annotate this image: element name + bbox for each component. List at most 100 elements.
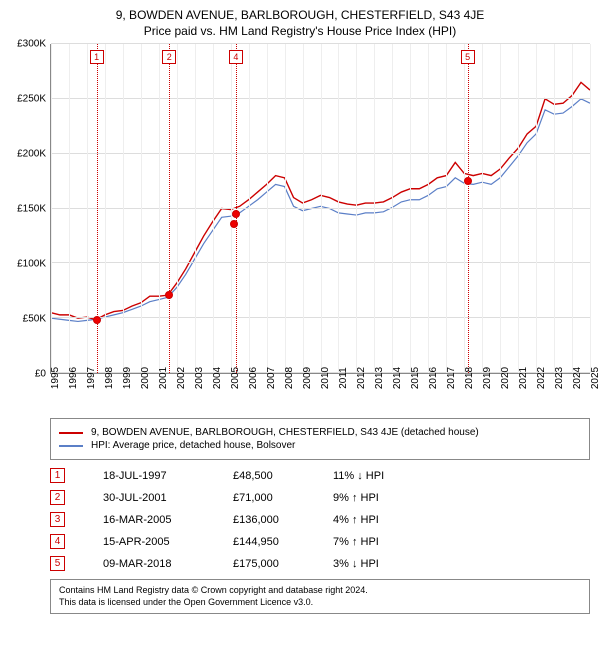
legend-label: 9, BOWDEN AVENUE, BARLBOROUGH, CHESTERFI… xyxy=(91,427,479,438)
event-line xyxy=(169,44,170,373)
x-tick-label: 2009 xyxy=(302,367,313,389)
gridline-vertical xyxy=(303,44,304,373)
x-tick-label: 2021 xyxy=(518,367,529,389)
gridline-vertical xyxy=(123,44,124,373)
y-tick-label: £100K xyxy=(17,259,46,270)
title-block: 9, BOWDEN AVENUE, BARLBOROUGH, CHESTERFI… xyxy=(10,8,590,38)
events-num: 5 xyxy=(50,556,65,571)
x-tick-label: 2016 xyxy=(428,367,439,389)
y-tick-label: £0 xyxy=(35,369,46,380)
y-tick-label: £200K xyxy=(17,149,46,160)
x-tick-label: 1996 xyxy=(68,367,79,389)
events-price: £48,500 xyxy=(233,470,313,482)
gridline-vertical xyxy=(159,44,160,373)
x-tick-label: 2025 xyxy=(590,367,600,389)
events-pct: 11% ↓ HPI xyxy=(333,470,423,482)
event-dot xyxy=(93,316,101,324)
gridline-vertical xyxy=(321,44,322,373)
events-date: 18-JUL-1997 xyxy=(103,470,213,482)
events-date: 15-APR-2005 xyxy=(103,536,213,548)
x-tick-label: 1998 xyxy=(104,367,115,389)
legend-row: 9, BOWDEN AVENUE, BARLBOROUGH, CHESTERFI… xyxy=(59,427,581,438)
gridline-vertical xyxy=(410,44,411,373)
gridline-vertical xyxy=(428,44,429,373)
x-tick-label: 2004 xyxy=(212,367,223,389)
gridline-vertical xyxy=(374,44,375,373)
x-tick-label: 2000 xyxy=(140,367,151,389)
x-tick-label: 2007 xyxy=(266,367,277,389)
y-tick-label: £250K xyxy=(17,94,46,105)
gridline-vertical xyxy=(177,44,178,373)
events-row: 230-JUL-2001£71,0009% ↑ HPI xyxy=(50,490,590,505)
event-marker: 1 xyxy=(90,50,104,64)
events-price: £175,000 xyxy=(233,558,313,570)
legend-row: HPI: Average price, detached house, Bols… xyxy=(59,440,581,451)
x-tick-label: 2022 xyxy=(536,367,547,389)
events-price: £71,000 xyxy=(233,492,313,504)
x-tick-label: 2012 xyxy=(356,367,367,389)
x-tick-label: 2023 xyxy=(554,367,565,389)
gridline-vertical xyxy=(249,44,250,373)
x-tick-label: 1995 xyxy=(50,367,61,389)
event-marker: 5 xyxy=(461,50,475,64)
x-tick-label: 2006 xyxy=(248,367,259,389)
event-dot xyxy=(165,291,173,299)
legend-swatch xyxy=(59,432,83,434)
x-tick-label: 2020 xyxy=(500,367,511,389)
event-dot xyxy=(464,177,472,185)
gridline-vertical xyxy=(392,44,393,373)
events-num: 2 xyxy=(50,490,65,505)
footer: Contains HM Land Registry data © Crown c… xyxy=(50,579,590,614)
y-axis: £0£50K£100K£150K£200K£250K£300K xyxy=(10,44,50,374)
events-pct: 4% ↑ HPI xyxy=(333,514,423,526)
y-tick-label: £150K xyxy=(17,204,46,215)
title-subtitle: Price paid vs. HM Land Registry's House … xyxy=(10,24,590,38)
gridline-vertical xyxy=(69,44,70,373)
events-row: 509-MAR-2018£175,0003% ↓ HPI xyxy=(50,556,590,571)
events-pct: 3% ↓ HPI xyxy=(333,558,423,570)
x-tick-label: 2013 xyxy=(374,367,385,389)
y-tick-label: £300K xyxy=(17,39,46,50)
x-tick-label: 2003 xyxy=(194,367,205,389)
gridline-vertical xyxy=(554,44,555,373)
x-tick-label: 2001 xyxy=(158,367,169,389)
gridline-vertical xyxy=(51,44,52,373)
event-line xyxy=(468,44,469,373)
events-date: 16-MAR-2005 xyxy=(103,514,213,526)
gridline-vertical xyxy=(267,44,268,373)
x-tick-label: 2010 xyxy=(320,367,331,389)
gridline-vertical xyxy=(87,44,88,373)
x-tick-label: 2002 xyxy=(176,367,187,389)
footer-line2: This data is licensed under the Open Gov… xyxy=(59,597,581,609)
gridline-vertical xyxy=(590,44,591,373)
gridline-vertical xyxy=(213,44,214,373)
legend: 9, BOWDEN AVENUE, BARLBOROUGH, CHESTERFI… xyxy=(50,418,590,460)
legend-swatch xyxy=(59,445,83,447)
gridline-vertical xyxy=(105,44,106,373)
gridline-vertical xyxy=(231,44,232,373)
gridline-vertical xyxy=(500,44,501,373)
x-tick-label: 2019 xyxy=(482,367,493,389)
gridline-vertical xyxy=(482,44,483,373)
events-row: 316-MAR-2005£136,0004% ↑ HPI xyxy=(50,512,590,527)
event-marker: 4 xyxy=(229,50,243,64)
x-tick-label: 2011 xyxy=(338,367,349,389)
event-dot xyxy=(232,210,240,218)
chart-area: £0£50K£100K£150K£200K£250K£300K 1245 xyxy=(10,44,590,374)
title-address: 9, BOWDEN AVENUE, BARLBOROUGH, CHESTERFI… xyxy=(10,8,590,22)
events-price: £144,950 xyxy=(233,536,313,548)
x-tick-label: 2005 xyxy=(230,367,241,389)
x-tick-label: 2008 xyxy=(284,367,295,389)
gridline-vertical xyxy=(285,44,286,373)
event-dot xyxy=(230,220,238,228)
event-marker: 2 xyxy=(162,50,176,64)
gridline-vertical xyxy=(446,44,447,373)
gridline-vertical xyxy=(572,44,573,373)
events-date: 30-JUL-2001 xyxy=(103,492,213,504)
gridline-vertical xyxy=(536,44,537,373)
footer-line1: Contains HM Land Registry data © Crown c… xyxy=(59,585,581,597)
events-row: 1 18-JUL-1997 £48,500 11% ↓ HPI xyxy=(50,468,590,483)
events-num: 1 xyxy=(50,468,65,483)
gridline-vertical xyxy=(464,44,465,373)
events-num: 4 xyxy=(50,534,65,549)
